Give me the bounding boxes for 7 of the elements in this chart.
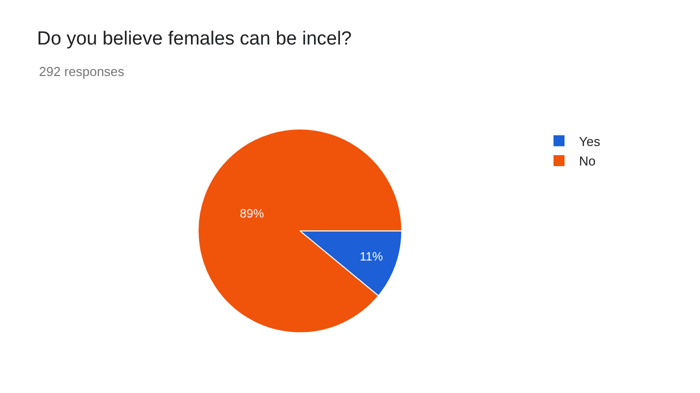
chart-title: Do you believe females can be incel?: [37, 28, 352, 50]
data-label: 11%: [360, 250, 384, 264]
text: 292 responses: [39, 64, 125, 79]
legend-label: No: [579, 154, 596, 169]
data-label: 89%: [240, 206, 264, 221]
legend-label: Yes: [579, 134, 601, 149]
pie-slice: [198, 128, 402, 334]
